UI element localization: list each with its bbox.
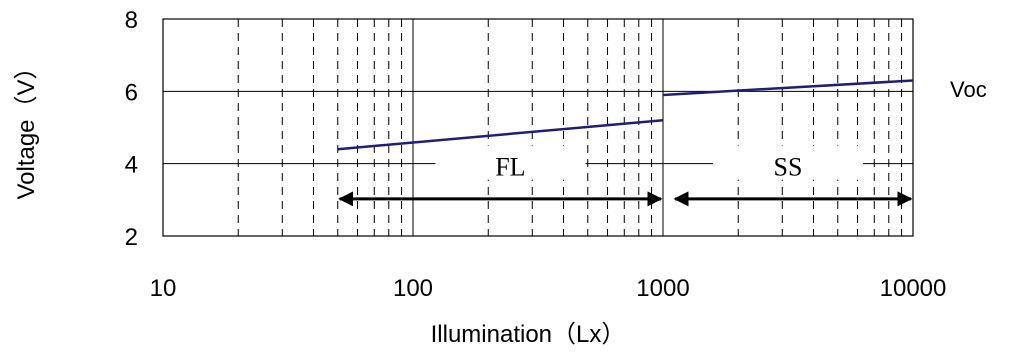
x-tick-label: 10 <box>150 275 177 302</box>
y-axis-label: Voltage（V） <box>13 55 40 199</box>
y-tick-label: 8 <box>125 7 138 34</box>
region-label-fl: FL <box>495 153 525 182</box>
series-voc-segment-1 <box>337 119 664 151</box>
series-voc-segment-2 <box>662 79 914 97</box>
y-tick-label: 2 <box>125 224 138 251</box>
y-tick-label: 6 <box>125 79 138 106</box>
series-lines <box>337 79 914 151</box>
x-tick-label: 10000 <box>880 275 947 302</box>
x-axis-label: Illumination（Lx） <box>431 321 626 348</box>
x-tick-label: 1000 <box>636 275 689 302</box>
x-tick-label: 100 <box>393 275 433 302</box>
region-label-ss: SS <box>774 153 803 182</box>
y-tick-label: 4 <box>125 152 138 179</box>
label-backing-ss <box>713 145 863 180</box>
x-tick-labels: 10 100 1000 10000 <box>150 275 947 302</box>
plot-frame <box>162 18 914 237</box>
major-grid <box>163 19 913 236</box>
region-annotations: FL SS <box>338 145 913 207</box>
y-tick-labels: 2 4 6 8 <box>125 7 138 251</box>
label-backing-fl <box>435 145 586 180</box>
series-label-voc: Voc <box>950 77 987 102</box>
